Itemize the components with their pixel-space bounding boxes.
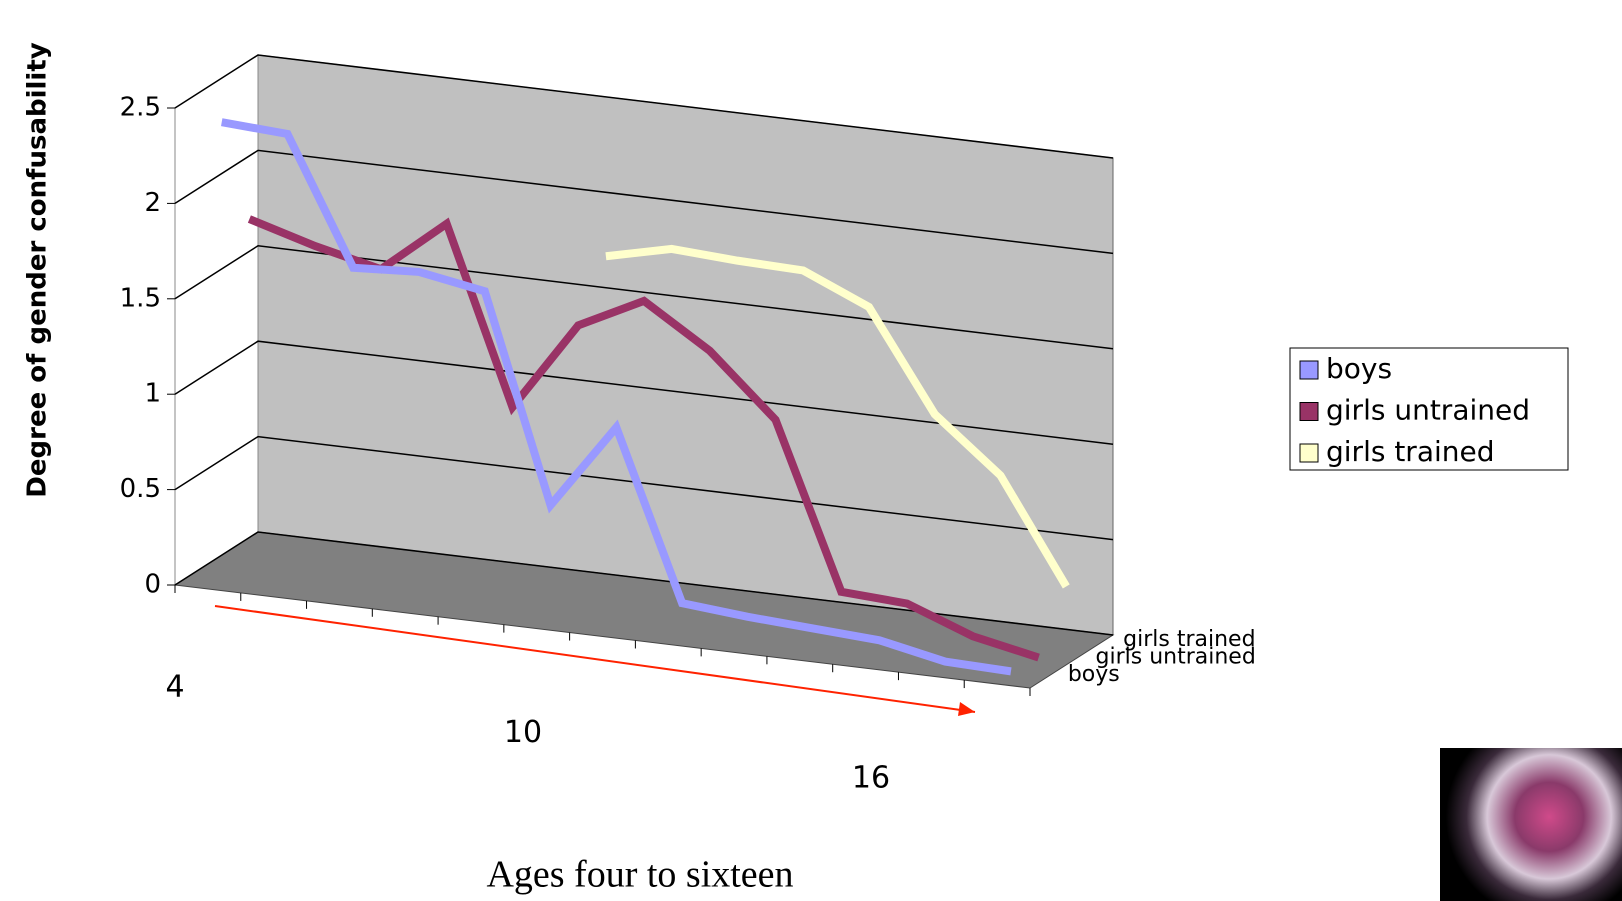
legend-label: girls trained: [1326, 435, 1495, 468]
chart: Degree of gender confusability Ages four…: [0, 0, 1622, 901]
y-tick-label: 2.5: [120, 93, 161, 123]
y-tick-label: 0: [144, 570, 161, 600]
x-tick-label: 4: [165, 670, 184, 705]
y-axis-title: Degree of gender confusability: [23, 42, 53, 497]
video-thumbnail: [1440, 748, 1622, 901]
y-tick-label: 1.5: [120, 283, 161, 313]
legend-swatch: [1300, 403, 1318, 421]
legend-swatch: [1300, 361, 1318, 379]
side-wall: [175, 55, 258, 585]
page: {"chart_data": {"type": "line3d", "y_lab…: [0, 0, 1622, 901]
legend-swatch: [1300, 444, 1318, 462]
depth-axis-label: boys: [1068, 662, 1120, 687]
y-tick-label: 1: [144, 379, 161, 409]
legend-label: girls untrained: [1326, 394, 1530, 427]
legend-label: boys: [1326, 352, 1392, 385]
legend: boys girls untrained girls trained: [1290, 348, 1568, 470]
x-axis-title: Ages four to sixteen: [486, 854, 793, 896]
y-tick-label: 2: [144, 188, 161, 218]
x-tick-label: 10: [504, 715, 542, 750]
arrow-head: [958, 702, 975, 716]
x-tick-label: 16: [852, 761, 890, 796]
y-tick-label: 0.5: [120, 474, 161, 504]
